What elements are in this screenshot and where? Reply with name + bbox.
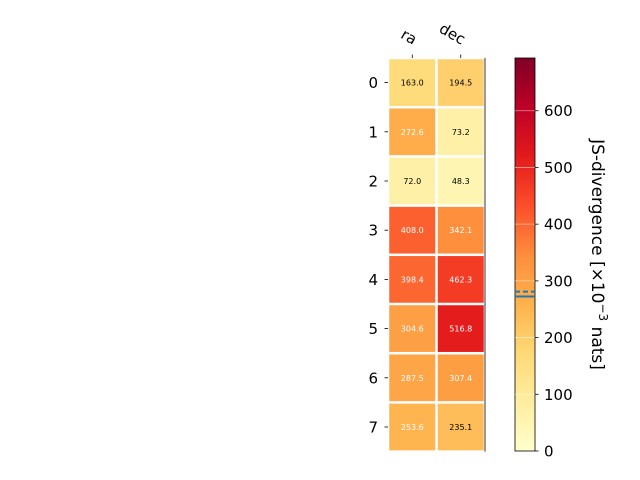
cell-value-label: 48.3 — [452, 177, 470, 186]
colorbar-gradient — [514, 57, 536, 452]
heatmap-cell — [437, 108, 484, 156]
heatmap-cell — [389, 305, 436, 352]
heatmap-cell — [389, 59, 436, 106]
colorbar: 0 100 200 300 400 500 600 JS-divergence [×10−3 … — [514, 57, 610, 461]
colorbar-label: JS-divergence [×10−3 nats] — [587, 138, 610, 370]
colorbar-tick-label: 600 — [544, 102, 573, 120]
cell-value-label: 408.0 — [401, 226, 424, 235]
cell-value-label: 253.6 — [401, 423, 424, 432]
colorbar-label-tail: nats] — [587, 321, 607, 370]
heatmap-cell — [389, 108, 436, 156]
colorbar-tick-label: 100 — [544, 386, 573, 404]
colorbar-tick-label: 300 — [544, 272, 573, 290]
cell-value-label: 398.4 — [401, 275, 424, 284]
cell-value-label: 272.6 — [401, 128, 424, 137]
row-label: 7 — [368, 419, 378, 437]
row-label: 2 — [368, 173, 378, 191]
row-label: 6 — [368, 369, 378, 387]
colorbar-tick-label: 0 — [544, 443, 554, 461]
cell-value-label: 304.6 — [401, 325, 424, 334]
heatmap-grid: 163.0 194.5 272.6 73.2 72.0 48.3 408.0 342.1 398… — [368, 19, 486, 452]
colorbar-tick-label: 200 — [544, 329, 573, 347]
column-label: dec — [436, 19, 468, 48]
heatmap-cell — [389, 354, 436, 402]
heatmap-cell — [437, 256, 484, 303]
row-label: 3 — [368, 222, 378, 240]
row-label: 0 — [368, 74, 378, 92]
cell-value-label: 163.0 — [401, 79, 424, 88]
heatmap-cell — [389, 206, 436, 254]
heatmap-cell — [437, 59, 484, 106]
heatmap-cell — [437, 403, 484, 451]
heatmap-cell — [437, 305, 484, 352]
cell-value-label: 287.5 — [401, 374, 424, 383]
heatmap-cell — [437, 354, 484, 402]
colorbar-tick-label: 400 — [544, 216, 573, 234]
heatmap-cell — [389, 256, 436, 303]
cell-value-label: 194.5 — [449, 79, 472, 88]
heatmap-cell — [437, 206, 484, 254]
colorbar-label-exponent: −3 — [596, 303, 610, 321]
cell-value-label: 307.4 — [449, 374, 472, 383]
cell-value-label: 73.2 — [452, 128, 470, 137]
cell-value-label: 462.3 — [449, 275, 472, 284]
cell-value-label: 72.0 — [403, 177, 421, 186]
cell-value-label: 342.1 — [449, 226, 472, 235]
cell-value-label: 235.1 — [449, 423, 472, 432]
column-label: ra — [398, 25, 420, 48]
colorbar-label-main: JS-divergence [×10 — [587, 138, 607, 303]
colorbar-tick-label: 500 — [544, 159, 573, 177]
cell-value-label: 516.8 — [449, 325, 472, 334]
heatmap-cell — [389, 403, 436, 451]
heatmap-cell — [437, 157, 484, 205]
row-label: 1 — [368, 123, 378, 141]
row-label: 4 — [368, 271, 378, 289]
row-label: 5 — [368, 320, 378, 338]
heatmap-cell — [389, 157, 436, 205]
